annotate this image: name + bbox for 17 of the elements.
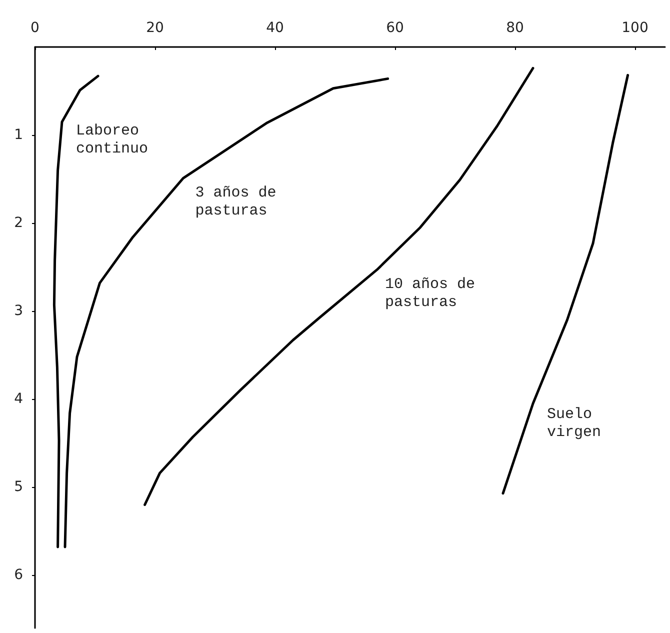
y-tick-label: 6 <box>14 567 24 584</box>
y-tick-label: 1 <box>14 127 23 144</box>
x-tick-label: 60 <box>386 20 404 36</box>
x-tick-label: 40 <box>266 20 284 36</box>
y-tick-label: 5 <box>14 479 23 496</box>
series-label: 10 años de pasturas <box>385 276 476 312</box>
y-tick-label: 2 <box>14 215 23 232</box>
x-tick-label: 100 <box>622 20 648 36</box>
series-label: Laboreo continuo <box>76 122 148 158</box>
x-tick-label: 20 <box>146 20 164 36</box>
y-tick-label: 3 <box>14 303 23 320</box>
x-tick-label: 80 <box>506 20 524 36</box>
series-label: 3 años de pasturas <box>195 184 276 220</box>
y-tick-label: 4 <box>14 391 24 408</box>
line-series <box>502 74 630 495</box>
x-tick-label: 0 <box>30 20 40 36</box>
series-label: Suelo virgen <box>547 406 602 442</box>
